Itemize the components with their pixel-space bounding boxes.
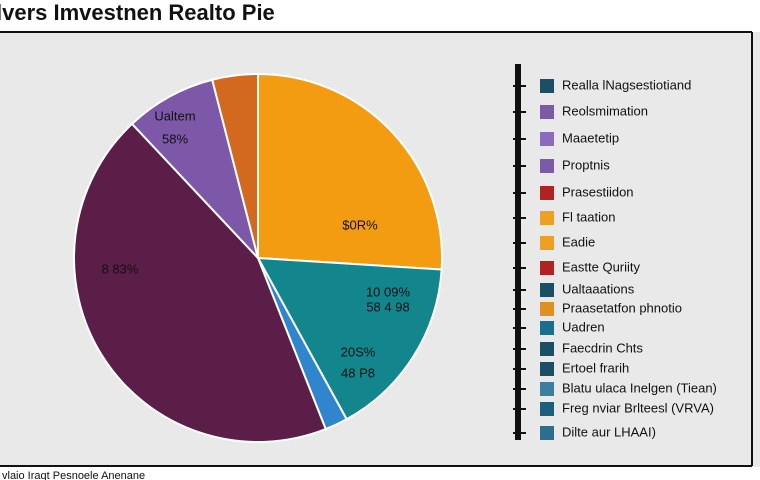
chart-title: lvers Imvestnen Realto Pie [0,0,275,25]
pie-slice [73,122,328,443]
legend-label: Uadren [562,319,605,334]
legend-label: Reolsmimation [562,103,648,118]
legend-label: Ualtaaations [562,281,635,296]
legend-swatch [540,283,554,297]
legend-bar [515,64,521,440]
legend-label: Faecdrin Chts [562,340,643,355]
legend-swatch [540,186,554,200]
pie-slice [211,72,259,259]
legend-swatch [540,362,554,376]
legend-swatch [540,426,554,440]
legend-label: Proptnis [562,157,610,172]
legend-swatch [540,321,554,335]
pie-slice [257,72,443,271]
legend-swatch [540,236,554,250]
legend-label: Fl taation [562,209,615,224]
legend-label: Praasetatfon phnotio [562,300,682,315]
slice-label: 8 83% [102,261,139,276]
legend-swatch [540,132,554,146]
slice-label: 20S% [341,344,376,359]
legend-label: Eadie [562,234,595,249]
legend-swatch [540,261,554,275]
slice-label: 48 P8 [341,365,375,380]
legend-label: Ertoel frarih [562,360,629,375]
pie-slice [256,256,443,421]
slice-label: 58% [162,131,188,146]
slice-label: Ualtem [154,108,195,123]
legend-label: Eastte Quriity [562,259,641,274]
title-bar [0,0,760,32]
legend-label: Dilte aur LHAAI) [562,424,656,439]
legend-swatch [540,105,554,119]
legend-label: Maaetetip [562,130,619,145]
footer-bar [0,467,760,480]
footer: vlaio Iraqt Pesnoele Anenane [2,470,145,480]
legend-swatch [540,79,554,93]
legend-label: Prasestiidon [562,184,634,199]
pie-slice [130,78,259,259]
legend-label: Freg nviar Brlteesl (VRVA) [562,400,714,415]
slice-label: $0R% [342,217,378,232]
legend-swatch [540,302,554,316]
legend-swatch [540,342,554,356]
legend-swatch [540,402,554,416]
legend-swatch [540,382,554,396]
legend-label: Blatu ulaca Inelgen (Tiean) [562,380,717,395]
slice-label: 10 09% [366,284,411,299]
legend-swatch [540,159,554,173]
slice-label: 58 4 98 [366,299,409,314]
legend-swatch [540,211,554,225]
legend-label: Realla lNagsestiotiand [562,77,691,92]
